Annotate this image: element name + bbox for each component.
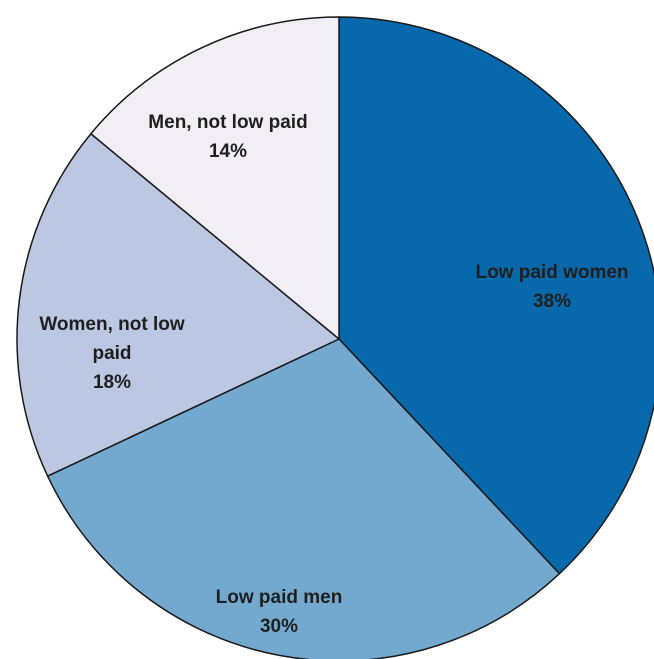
slice-label: Low paid women 38% [475,262,628,312]
pie-slice-women-not-low-paid [16,132,341,478]
slice-name-label: Low paid men [216,587,343,608]
slice-value-label: 38% [533,291,571,312]
pie-slice-low-paid-men [46,338,561,659]
slice-label: Women, not low paid 18% [39,314,185,393]
slice-name-label: Low paid women [475,262,628,283]
slice-name-label: Women, not low [39,314,185,335]
slice-value-label: 18% [93,372,131,393]
slice-name-label: paid [92,343,131,364]
pie-slice-low-paid-women [338,16,654,575]
slice-label: Men, not low paid 14% [148,112,307,162]
labels-layer: Low paid women 38% Low paid men 30% Women, n… [39,112,628,637]
pie-slice-men-not-low-paid [89,16,340,341]
slice-value-label: 30% [260,616,298,637]
slice-value-label: 14% [209,141,247,162]
slice-name-label: Men, not low paid [148,112,307,133]
slices-layer [16,16,654,659]
slice-label: Low paid men 30% [216,587,343,637]
